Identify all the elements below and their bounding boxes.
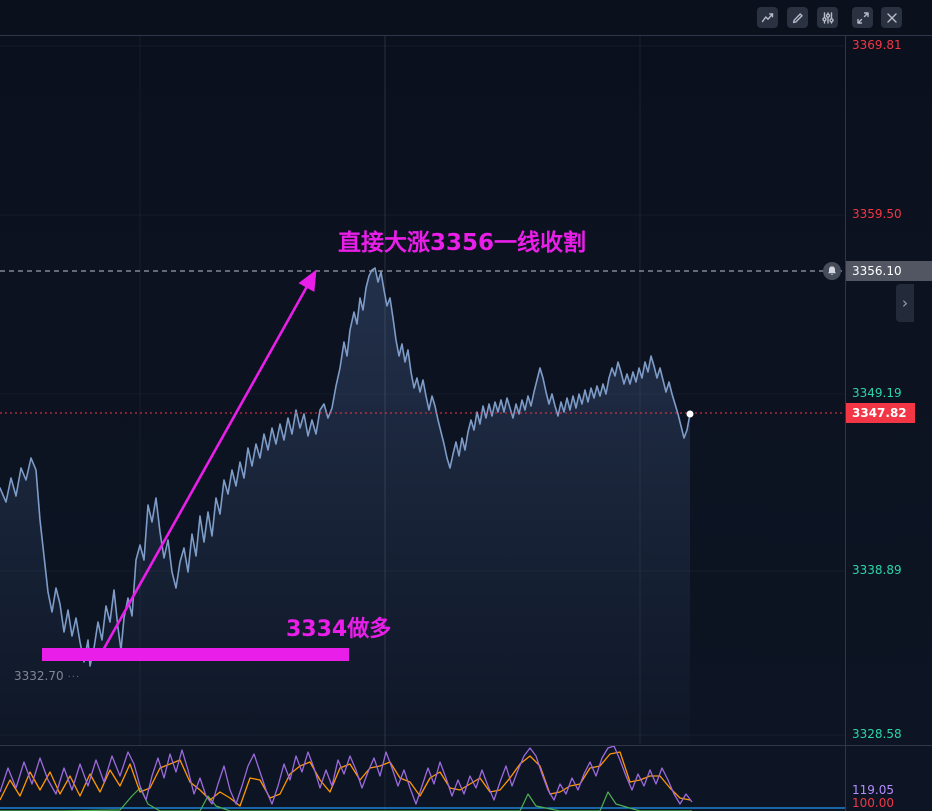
annotation-sell-zone-text[interactable]: 直接大涨3356一线收割 — [338, 230, 587, 256]
chart-pulse-icon-button[interactable] — [757, 7, 778, 28]
price-axis-label: 3369.81 — [852, 38, 902, 52]
settings-sliders-icon-button[interactable] — [817, 7, 838, 28]
ellipsis-dots: ··· — [67, 672, 81, 683]
indicator-axis-label: 119.05 — [852, 783, 894, 797]
close-icon-button[interactable] — [881, 7, 902, 28]
settings-sliders-icon — [821, 11, 834, 24]
last-price-dot — [686, 410, 694, 418]
draw-icon — [792, 12, 803, 23]
panel-expand-handle[interactable]: › — [896, 284, 914, 322]
price-axis-label: 3349.19 — [852, 386, 902, 400]
chevron-right-icon: › — [902, 294, 908, 312]
alert-bell-icon[interactable] — [823, 262, 841, 280]
price-axis-label: 3338.89 — [852, 563, 902, 577]
fullscreen-icon-button[interactable] — [852, 7, 873, 28]
close-icon — [886, 12, 897, 23]
annotation-long-entry-text[interactable]: 3334做多 — [286, 617, 392, 642]
fullscreen-icon — [856, 11, 869, 24]
price-axis-label: 3359.50 — [852, 207, 902, 221]
price-axis-label: 3328.58 — [852, 727, 902, 741]
session-low-label: 3332.70 ··· — [14, 669, 80, 683]
indicator-pane-divider — [0, 745, 932, 746]
support-zone-bar[interactable] — [42, 648, 349, 661]
session-low-price: 3332.70 — [14, 669, 64, 683]
current-price-label: 3347.82 — [846, 403, 915, 423]
trend-arrow[interactable] — [100, 269, 317, 653]
chart-toolbar — [0, 0, 932, 36]
indicator-axis-label: 100.00 — [852, 796, 894, 810]
chart-pulse-icon — [761, 12, 773, 22]
alert-price-label[interactable]: 3356.10 — [846, 261, 932, 281]
price-axis[interactable]: 3369.81 3359.50 3349.19 3338.89 3328.58 3356… — [845, 35, 932, 811]
draw-icon-button[interactable] — [787, 7, 808, 28]
